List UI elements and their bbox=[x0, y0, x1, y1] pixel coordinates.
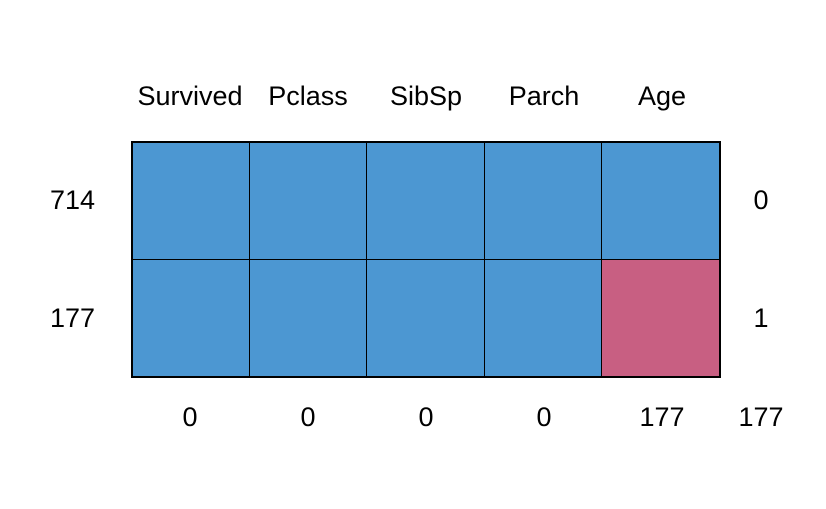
total-missing-label: 177 bbox=[738, 402, 784, 432]
row-count-label-1: 714 bbox=[49, 184, 95, 215]
column-header-age: Age bbox=[637, 81, 687, 111]
pattern-cell-row1-age bbox=[601, 143, 719, 260]
column-header-parch: Parch bbox=[508, 81, 580, 111]
pattern-cell-row2-age-missing bbox=[601, 259, 719, 376]
column-header-sibsp: SibSp bbox=[389, 81, 463, 111]
pattern-cell-row1-survived bbox=[133, 143, 251, 260]
row-count-labels: 714 177 bbox=[35, 141, 95, 378]
pattern-cell-row1-parch bbox=[484, 143, 602, 260]
column-missing-count-age: 177 bbox=[639, 402, 685, 432]
pattern-cell-row1-sibsp bbox=[367, 143, 485, 260]
pattern-cell-row2-survived bbox=[133, 259, 251, 376]
pattern-cell-row2-sibsp bbox=[367, 259, 485, 376]
column-missing-count-parch: 0 bbox=[536, 402, 552, 432]
column-header-pclass: Pclass bbox=[268, 81, 348, 111]
row-missing-count-labels: 0 1 bbox=[721, 141, 801, 378]
column-header-survived: Survived bbox=[137, 81, 243, 111]
row-count-label-2: 177 bbox=[49, 303, 95, 334]
column-missing-count-survived: 0 bbox=[182, 402, 198, 432]
pattern-grid bbox=[131, 141, 721, 378]
pattern-cell-row2-parch bbox=[484, 259, 602, 376]
pattern-cell-row2-pclass bbox=[250, 259, 368, 376]
row-missing-count-label-2: 1 bbox=[753, 303, 769, 334]
column-missing-count-sibsp: 0 bbox=[418, 402, 434, 432]
pattern-cell-row1-pclass bbox=[250, 143, 368, 260]
column-missing-count-pclass: 0 bbox=[300, 402, 316, 432]
column-missing-count-labels: 0 0 0 0 177 bbox=[131, 402, 721, 432]
row-missing-count-label-1: 0 bbox=[753, 184, 769, 215]
column-headers: Survived Pclass SibSp Parch Age bbox=[131, 81, 721, 111]
